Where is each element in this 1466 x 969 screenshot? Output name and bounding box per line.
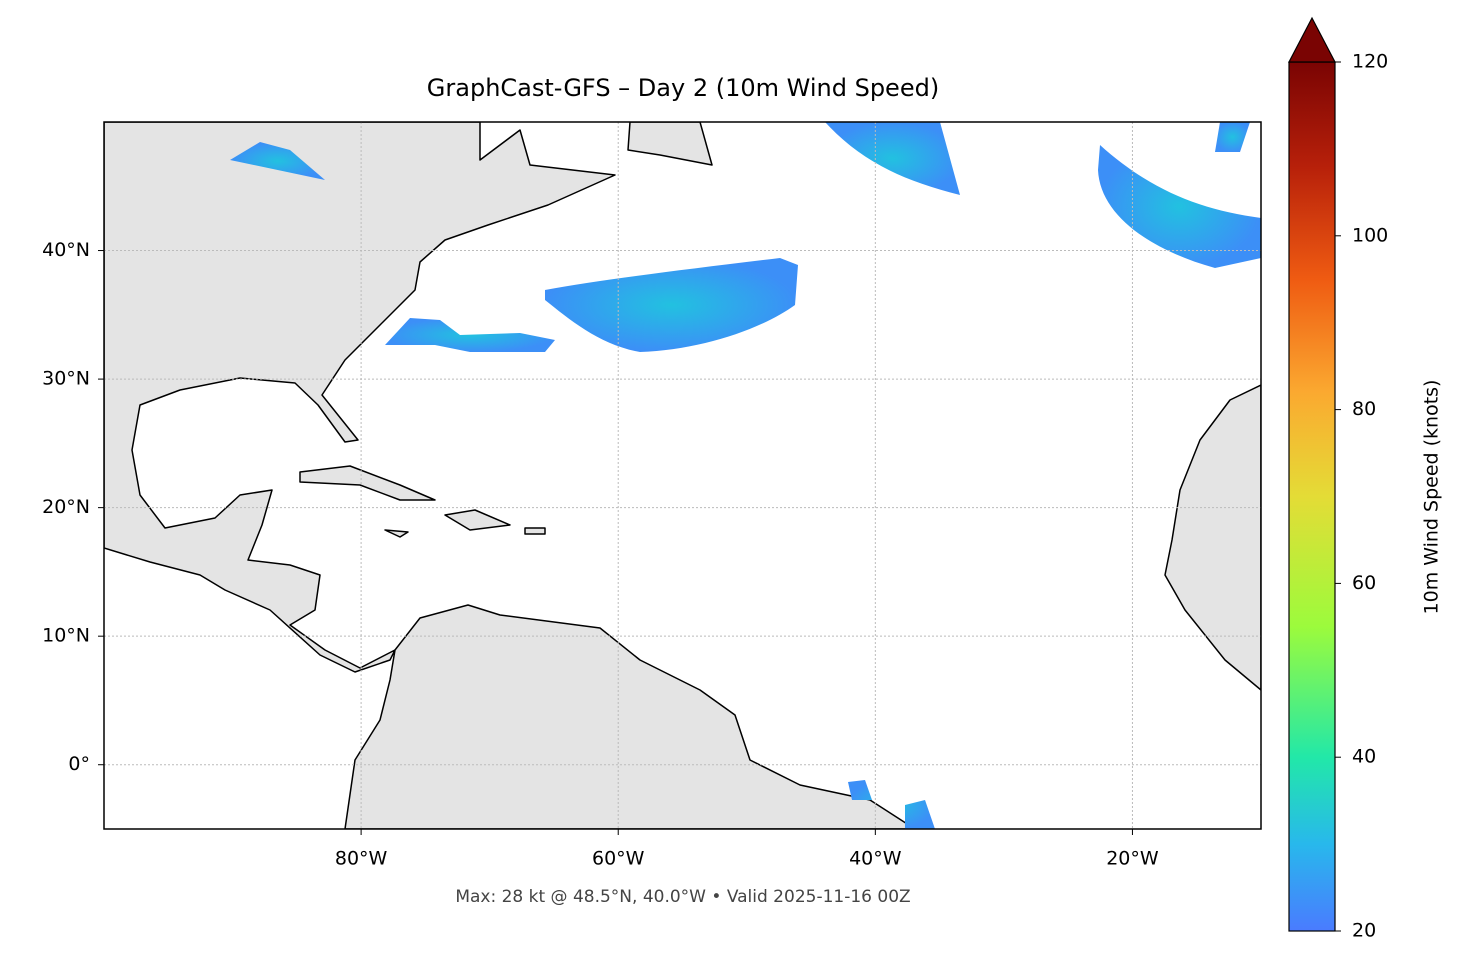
- map-frame: [103, 121, 1262, 830]
- cuba: [299, 465, 436, 501]
- puerto-rico: [524, 527, 546, 535]
- colorbar-tick-label: 20: [1352, 920, 1376, 942]
- north-america: [104, 122, 616, 673]
- y-tick-label: 10°N: [42, 625, 90, 647]
- y-tick-label: 20°N: [42, 496, 90, 518]
- africa: [1164, 384, 1261, 691]
- x-tick-label: 80°W: [335, 848, 388, 870]
- map: [104, 122, 1261, 829]
- colorbar-extend: [1288, 16, 1336, 63]
- wind-area: [385, 318, 555, 352]
- wind-area: [825, 122, 960, 195]
- y-tick-label: 40°N: [42, 239, 90, 261]
- wind-area: [1098, 145, 1261, 268]
- colorbar-tick-label: 100: [1352, 224, 1388, 246]
- newfoundland: [627, 122, 713, 166]
- colorbar-tick-label: 40: [1352, 746, 1376, 768]
- x-tick-label: 60°W: [592, 848, 645, 870]
- y-tick-label: 30°N: [42, 368, 90, 390]
- grid: [104, 122, 1261, 829]
- hispaniola: [444, 509, 511, 531]
- south-america: [344, 604, 916, 829]
- wind-area: [545, 258, 798, 352]
- colorbar-label: 10m Wind Speed (knots): [1421, 380, 1443, 615]
- x-tick-label: 40°W: [849, 848, 902, 870]
- jamaica: [384, 529, 409, 538]
- x-tick-label: 20°W: [1106, 848, 1159, 870]
- wind-area: [230, 142, 325, 180]
- colorbar: [1288, 61, 1336, 932]
- colorbar-tick-label: 80: [1352, 398, 1376, 420]
- footer: Max: 28 kt @ 48.5°N, 40.0°W • Valid 2025…: [455, 887, 910, 907]
- colorbar-tick-label: 60: [1352, 572, 1376, 594]
- chart-title: GraphCast-GFS – Day 2 (10m Wind Speed): [427, 74, 939, 102]
- colorbar-tick-label: 120: [1352, 51, 1388, 73]
- wind-area: [848, 780, 935, 829]
- y-tick-label: 0°: [68, 753, 90, 775]
- wind-area: [1215, 122, 1250, 152]
